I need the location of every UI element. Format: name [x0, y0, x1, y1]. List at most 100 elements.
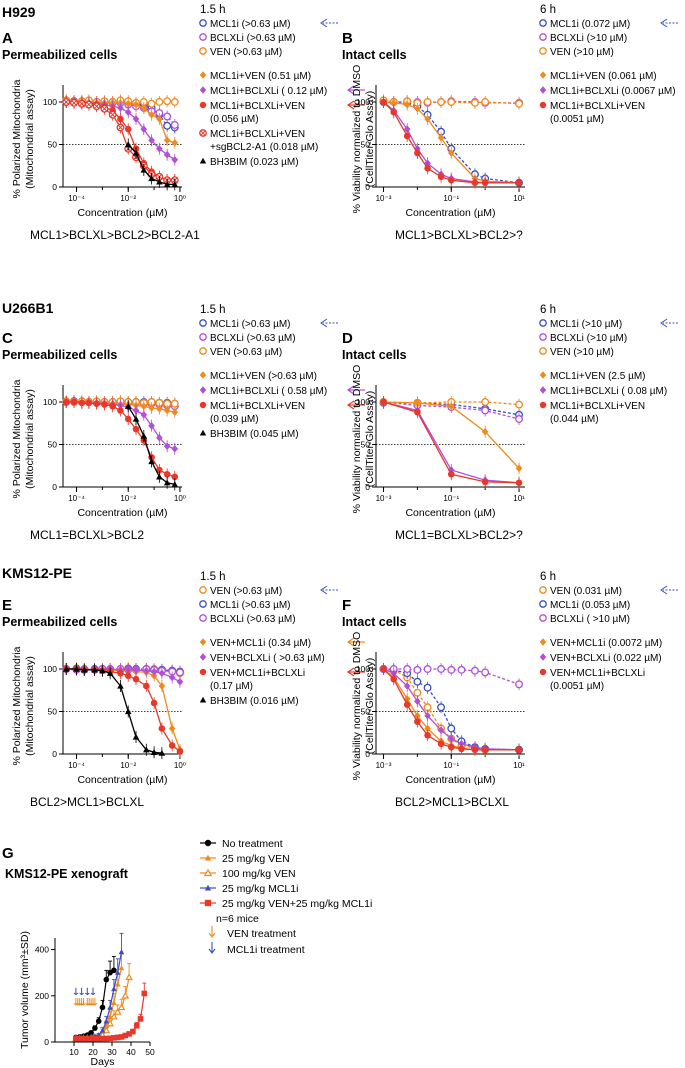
data-point	[158, 725, 166, 732]
y-axis-label: % Viability normalized to DMSO	[351, 632, 363, 781]
ranking-label: MCL1=BCLXL>BCL2	[30, 528, 144, 542]
legend-marker	[539, 19, 547, 27]
legend-entry: VEN (0.031 µM)	[550, 586, 622, 597]
open-circle-marker	[423, 703, 432, 712]
x-tick-label: 10⁻⁴	[68, 194, 85, 203]
data-point	[124, 672, 132, 680]
legend-entry: No treatment	[222, 838, 283, 850]
x-tick-label: 10⁰	[174, 194, 186, 203]
open-circle-marker	[481, 406, 490, 415]
legend-marker	[199, 71, 207, 79]
legend-marker	[199, 47, 207, 55]
diamond-marker	[171, 408, 179, 416]
cross-marker	[86, 102, 92, 108]
triangle-marker	[114, 981, 121, 987]
cross-marker	[117, 125, 123, 130]
open-circle-marker	[447, 724, 456, 733]
data-point	[140, 104, 148, 112]
legend-entry: MCL1i+BCLXLi ( 0.12 µM)	[210, 86, 327, 97]
legend-marker	[539, 101, 547, 109]
open-circle-marker	[471, 666, 479, 675]
x-tick-label: 10⁻¹	[443, 494, 459, 503]
triangle-marker	[62, 665, 70, 672]
data-point	[116, 123, 125, 132]
legend-marker	[199, 129, 207, 137]
data-point	[148, 175, 155, 182]
data-point	[140, 410, 148, 419]
data-point	[117, 669, 124, 677]
data-point	[84, 1035, 91, 1042]
series-line-mcl1i-ven	[383, 101, 520, 184]
triangle-marker	[132, 149, 140, 156]
legend-marker	[539, 638, 547, 646]
circle-marker	[414, 718, 421, 725]
ven-treatment-arrow	[92, 998, 98, 1006]
legend-marker	[539, 333, 547, 341]
circle-marker	[124, 415, 132, 423]
triangle-marker	[118, 965, 125, 971]
legend-entry: MCL1i+BCLXLi+VEN	[550, 101, 645, 112]
circle-marker	[85, 399, 93, 407]
data-point	[114, 981, 121, 987]
data-point	[163, 406, 171, 415]
diamond-marker	[148, 110, 155, 119]
open-circle-marker	[437, 665, 446, 673]
data-point	[403, 125, 411, 133]
legend-entry: VEN (>0.63 µM)	[210, 347, 282, 358]
data-point	[125, 973, 133, 981]
legend-entry-cont: +sgBCL2-A1 (0.018 µM)	[210, 142, 318, 153]
legend-marker	[199, 638, 207, 646]
legend-marker	[199, 371, 207, 379]
diamond-marker	[539, 653, 547, 661]
legend-entry: MCL1i (>0.63 µM)	[210, 19, 291, 30]
panel-letter: E	[2, 597, 12, 614]
legend-marker	[539, 386, 547, 394]
open-circle-marker	[199, 614, 207, 622]
y-tick-label: 0	[52, 182, 57, 192]
circle-marker	[539, 101, 547, 109]
series-line-ven-mcl1i-bclxli	[66, 668, 181, 752]
data-point	[81, 666, 88, 673]
data-point	[148, 458, 155, 465]
legend-entry: VEN (>0.63 µM)	[210, 586, 282, 597]
triangle-marker	[124, 141, 132, 148]
data-point	[124, 125, 132, 133]
data-point	[515, 99, 523, 108]
legend-marker	[199, 653, 207, 661]
open-circle-marker	[147, 99, 156, 108]
data-point	[92, 102, 101, 111]
diamond-marker	[150, 667, 158, 676]
square-marker	[118, 1034, 125, 1040]
time-label: 1.5 h	[200, 571, 226, 583]
mcl1i-treatment-arrow	[84, 987, 90, 996]
data-point	[103, 1035, 110, 1042]
open-circle-marker	[437, 703, 446, 712]
data-point	[150, 699, 158, 707]
triangle-marker	[117, 682, 124, 689]
diamond-marker	[163, 406, 171, 415]
open-circle-marker	[539, 33, 547, 41]
legend-entry: VEN (>0.63 µM)	[210, 47, 282, 58]
diamond-marker	[171, 139, 179, 147]
data-point	[99, 1027, 106, 1033]
legend-entry: VEN+MCL1i (0.0072 µM)	[550, 638, 662, 649]
legend-marker	[199, 386, 207, 394]
time-label: 1.5 h	[200, 4, 226, 16]
data-point	[437, 173, 445, 181]
diamond-marker	[132, 406, 140, 415]
diamond-marker	[414, 105, 421, 113]
data-point	[414, 697, 421, 706]
open-circle-marker	[176, 668, 184, 677]
data-point	[380, 98, 387, 106]
data-point	[471, 179, 479, 187]
triangle-marker	[103, 1018, 110, 1024]
legend-marker	[539, 71, 547, 79]
x-axis-label: Concentration (µM)	[405, 774, 495, 786]
arrow-head-icon	[320, 18, 328, 28]
y-tick-label: 50	[48, 140, 58, 150]
panel-letter: G	[2, 845, 14, 862]
data-point	[140, 166, 148, 173]
data-point	[171, 444, 179, 453]
